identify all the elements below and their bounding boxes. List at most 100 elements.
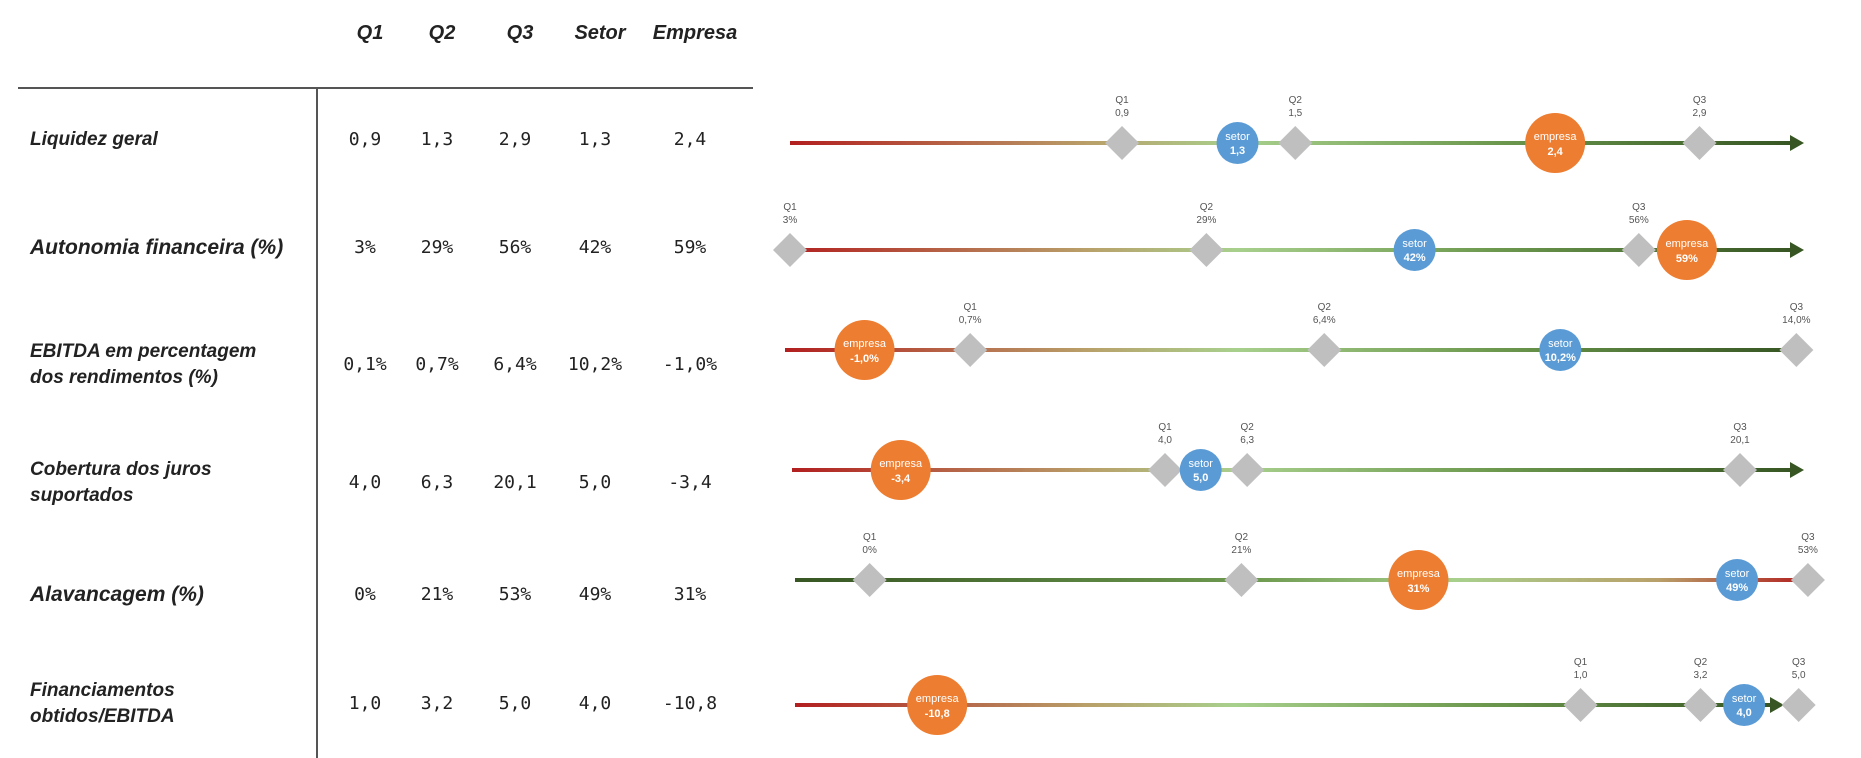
quartile-label: Q3 xyxy=(1792,657,1806,668)
table-cell-q1: 0,9 xyxy=(348,128,382,150)
empresa-marker xyxy=(1388,550,1449,610)
empresa-marker xyxy=(1525,113,1586,173)
setor-label: setor xyxy=(1402,238,1427,250)
quartile-label: Q2 xyxy=(1318,302,1332,313)
empresa-marker xyxy=(834,320,895,380)
scale-arrow xyxy=(1790,135,1804,151)
row-label: Financiamentos obtidos/EBITDA xyxy=(30,680,175,727)
setor-value: 5,0 xyxy=(1193,472,1208,484)
quartile-marker xyxy=(1278,126,1313,160)
table-cell-empresa: -10,8 xyxy=(662,693,718,714)
empresa-value: 59% xyxy=(1676,253,1698,265)
quartile-value: 21% xyxy=(1231,545,1251,556)
quartile-label: Q2 xyxy=(1240,422,1254,433)
table-cell-setor: 1,3 xyxy=(578,128,612,150)
quartile-marker xyxy=(1224,563,1259,597)
scale-arrow xyxy=(1770,697,1784,713)
row-label: EBITDA em percentagem dos rendimentos (%) xyxy=(30,341,257,388)
row-label: Autonomia financeira (%) xyxy=(30,235,284,259)
quartile-label: Q1 xyxy=(1115,95,1129,106)
table-cell-q1: 3% xyxy=(354,236,376,258)
empresa-label: empresa xyxy=(1665,238,1709,250)
quartile-value: 0,7% xyxy=(959,315,982,326)
table-cell-setor: 49% xyxy=(578,584,612,605)
quartile-marker xyxy=(1779,333,1814,367)
setor-value: 10,2% xyxy=(1545,352,1576,364)
quartile-label: Q1 xyxy=(963,302,977,313)
quartile-label: Q2 xyxy=(1200,202,1214,213)
scale-line xyxy=(785,348,1790,352)
empresa-label: empresa xyxy=(1397,568,1441,580)
quartile-label: Q3 xyxy=(1693,95,1707,106)
table-cell-q2: 21% xyxy=(420,584,454,605)
quartile-value: 0% xyxy=(862,545,877,556)
quartile-label: Q1 xyxy=(1574,657,1588,668)
setor-marker xyxy=(1723,684,1766,726)
table-vertical-rule xyxy=(316,87,318,758)
table-row: Alavancagem (%) 0% 21% 53% 49% 31% xyxy=(0,540,752,650)
column-header-setor: Setor xyxy=(574,22,626,44)
table-cell-q3: 6,4% xyxy=(493,354,537,375)
table-top-rule xyxy=(18,87,753,89)
chart-row: Q1 0,7% Q2 6,4% Q3 14,0% setor 10,2% empresa -1,0… xyxy=(785,302,1814,380)
empresa-label: empresa xyxy=(916,693,960,705)
quartile-value: 4,0 xyxy=(1158,435,1172,446)
empresa-marker xyxy=(907,675,968,735)
quartile-value: 14,0% xyxy=(1782,315,1810,326)
quartile-marker xyxy=(1189,233,1224,267)
table-row: EBITDA em percentagem dos rendimentos (%)… xyxy=(0,305,752,425)
quartile-value: 20,1 xyxy=(1730,435,1750,446)
quartile-label: Q1 xyxy=(783,202,797,213)
table-cell-empresa: 2,4 xyxy=(673,128,707,150)
quartile-label: Q2 xyxy=(1235,532,1249,543)
quartile-value: 0,9 xyxy=(1115,108,1129,119)
table-row: Liquidez geral 0,9 1,3 2,9 1,3 2,4 xyxy=(0,89,752,190)
setor-label: setor xyxy=(1732,693,1757,705)
table-cell-q2: 0,7% xyxy=(415,354,459,375)
empresa-label: empresa xyxy=(879,458,923,470)
quartile-value: 56% xyxy=(1629,215,1649,226)
quartile-marker xyxy=(1723,453,1757,487)
quartile-marker xyxy=(773,233,807,267)
position-chart: Q1 0,9 Q2 1,5 Q3 2,9 setor 1,3 empresa 2,4 Q1 3% Q2 2… xyxy=(773,95,1825,735)
row-label: Alavancagem (%) xyxy=(30,583,204,606)
column-header-empresa: Empresa xyxy=(652,22,738,44)
table-row: Cobertura dos juros suportados 4,0 6,3 20,1 5… xyxy=(0,425,752,540)
setor-value: 42% xyxy=(1404,252,1426,264)
quartile-marker xyxy=(1563,688,1598,722)
empresa-marker xyxy=(870,440,931,500)
quartile-value: 2,9 xyxy=(1693,108,1707,119)
quartile-marker xyxy=(1790,563,1825,597)
empresa-value: -10,8 xyxy=(925,708,950,720)
quartile-value: 6,3 xyxy=(1240,435,1254,446)
quartile-value: 6,4% xyxy=(1313,315,1336,326)
setor-label: setor xyxy=(1725,568,1750,580)
setor-marker xyxy=(1539,329,1582,371)
table-cell-q2: 29% xyxy=(420,236,454,258)
row-label: Cobertura dos juros suportados xyxy=(30,458,212,506)
quartile-value: 3% xyxy=(783,215,798,226)
scale-line xyxy=(792,468,1790,472)
setor-marker xyxy=(1179,449,1222,491)
table-cell-q3: 5,0 xyxy=(498,693,532,714)
column-header-q3: Q3 xyxy=(506,22,534,44)
setor-label: setor xyxy=(1225,131,1250,143)
table-cell-setor: 42% xyxy=(578,236,612,258)
setor-label: setor xyxy=(1548,338,1573,350)
table-cell-q1: 1,0 xyxy=(348,693,382,714)
setor-value: 4,0 xyxy=(1736,707,1751,719)
table-cell-q2: 6,3 xyxy=(420,471,454,493)
quartile-label: Q3 xyxy=(1733,422,1747,433)
quartile-marker xyxy=(1683,688,1718,722)
empresa-value: -1,0% xyxy=(850,353,879,365)
quartile-marker xyxy=(1621,233,1656,267)
quartile-marker xyxy=(1307,333,1342,367)
chart-row: Q1 4,0 Q2 6,3 Q3 20,1 setor 5,0 empresa -3,4 xyxy=(792,422,1804,500)
empresa-value: 31% xyxy=(1407,583,1429,595)
chart-row: Q1 0% Q2 21% Q3 53% setor 49% empresa 31% xyxy=(795,532,1825,610)
table-cell-setor: 10,2% xyxy=(567,354,623,375)
setor-marker xyxy=(1716,559,1759,601)
quartile-value: 29% xyxy=(1196,215,1216,226)
table-cell-q2: 1,3 xyxy=(420,128,454,150)
scale-line xyxy=(795,703,1770,707)
